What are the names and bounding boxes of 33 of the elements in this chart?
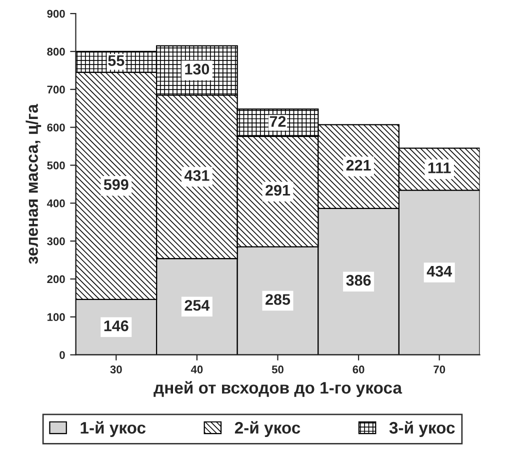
y-tick-label: 800 (47, 48, 65, 56)
legend-label: 1-й укос (80, 421, 146, 437)
x-tick-label: 70 (434, 366, 446, 374)
y-tick-label: 700 (47, 86, 65, 94)
y-tick-label: 500 (47, 162, 65, 170)
x-tick-label: 50 (272, 366, 284, 374)
data-label: 254 (184, 300, 210, 311)
data-label: 72 (270, 116, 286, 127)
data-label: 599 (104, 179, 128, 190)
data-label: 431 (184, 170, 210, 181)
data-label: 146 (104, 320, 128, 332)
y-tick-label: 600 (47, 124, 65, 132)
legend-label: 3-й укос (389, 421, 455, 437)
x-axis-title: дней от всходов до 1-го укоса (154, 381, 402, 398)
y-tick-label: 900 (47, 10, 65, 18)
data-label: 434 (426, 266, 452, 277)
legend-label: 2-й укос (234, 421, 300, 437)
data-label: 221 (346, 160, 371, 171)
y-tick-label: 100 (47, 313, 65, 322)
data-label: 386 (346, 274, 371, 286)
data-label: 111 (428, 162, 451, 174)
data-label: 285 (266, 294, 290, 305)
data-label: 55 (108, 55, 124, 66)
y-axis-title: зеленая масса, ц/га (26, 104, 42, 264)
y-tick-label: 0 (60, 351, 65, 359)
x-tick-label: 60 (352, 366, 364, 374)
x-tick-label: 30 (110, 366, 122, 374)
data-label: 291 (266, 184, 290, 196)
y-tick-label: 400 (46, 199, 65, 208)
y-tick-label: 200 (47, 275, 65, 284)
data-label: 130 (185, 64, 210, 75)
y-tick-label: 300 (47, 237, 65, 246)
x-tick-label: 40 (190, 366, 203, 374)
